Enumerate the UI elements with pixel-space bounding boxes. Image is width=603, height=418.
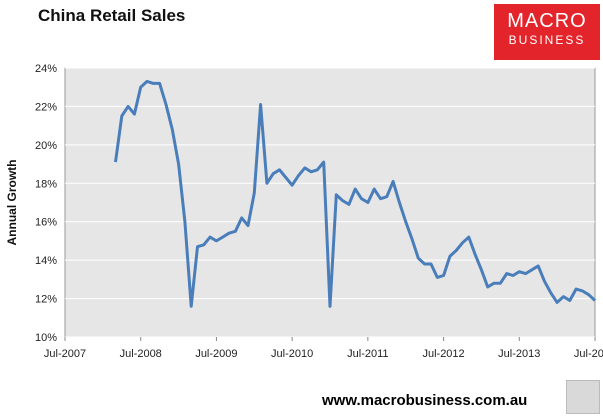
y-axis-ticks: 10% 12% 14% 16% 18% 20% 22% 24% xyxy=(35,63,57,344)
y-tick-label: 16% xyxy=(35,217,57,229)
website-link[interactable]: www.macrobusiness.com.au xyxy=(322,392,528,409)
wolf-logo-icon xyxy=(566,380,600,414)
y-tick-label: 14% xyxy=(35,255,57,267)
x-tick-label: Jul-2010 xyxy=(271,348,313,360)
x-tick-label: Jul-2009 xyxy=(195,348,237,360)
y-tick-label: 12% xyxy=(35,294,57,306)
y-axis-label: Annual Growth xyxy=(5,160,19,246)
logo-line-1: MACRO xyxy=(507,10,587,32)
macrobusiness-logo: MACRO BUSINESS xyxy=(494,4,600,60)
y-tick-label: 10% xyxy=(35,332,57,344)
y-tick-label: 22% xyxy=(35,101,57,113)
series-line xyxy=(114,79,597,308)
chart-title: China Retail Sales xyxy=(38,6,186,25)
x-axis-ticks: Jul-2007 Jul-2008 Jul-2009 Jul-2010 Jul-2011… xyxy=(44,337,603,360)
x-tick-label: Jul-2013 xyxy=(498,348,540,360)
x-tick-label: Jul-2014 xyxy=(574,348,603,360)
x-tick-label: Jul-2012 xyxy=(422,348,464,360)
logo-line-2: BUSINESS xyxy=(508,33,586,47)
x-tick-label: Jul-2008 xyxy=(120,348,162,360)
x-tick-label: Jul-2011 xyxy=(347,348,388,360)
y-tick-label: 24% xyxy=(35,63,57,75)
x-tick-label: Jul-2007 xyxy=(44,348,86,360)
y-tick-label: 20% xyxy=(35,140,57,152)
y-tick-label: 18% xyxy=(35,178,57,190)
